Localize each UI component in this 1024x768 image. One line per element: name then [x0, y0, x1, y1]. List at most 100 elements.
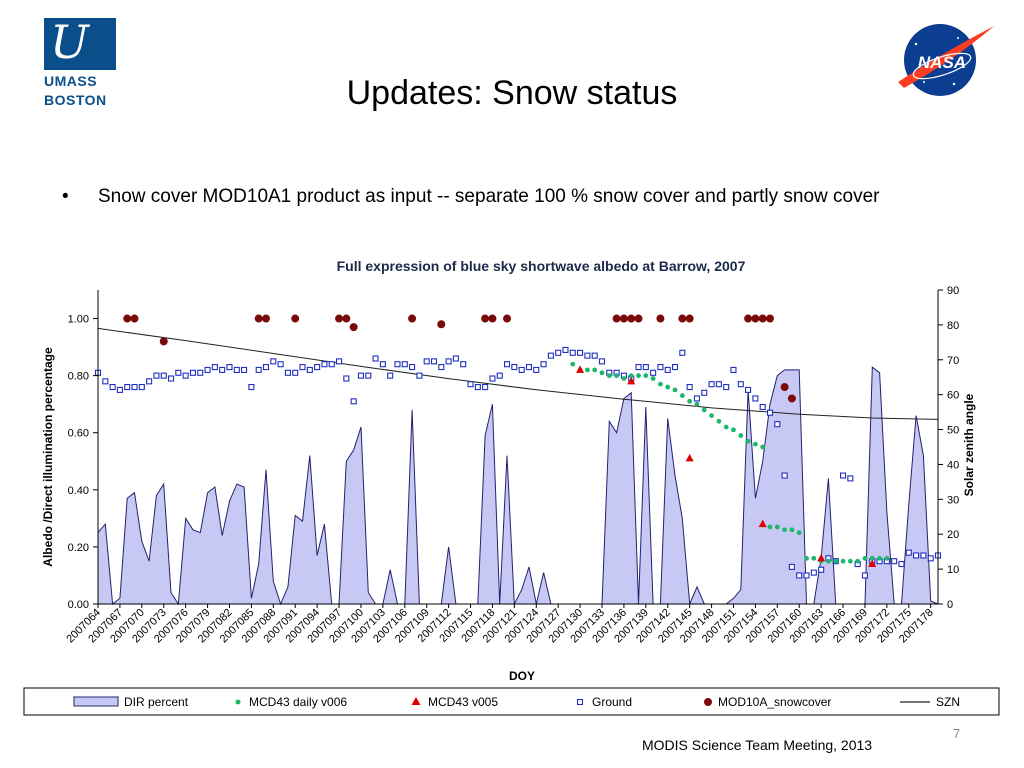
snowcover-point: [678, 314, 687, 323]
szn-line: [97, 327, 939, 420]
mcd43-daily-point: [782, 527, 788, 533]
ground-point: [803, 572, 810, 579]
ground-point: [810, 569, 817, 576]
ground-point: [445, 358, 452, 365]
ground-point: [861, 572, 869, 579]
y2-tick-label: 50: [947, 425, 959, 437]
snowcover-point: [627, 314, 636, 323]
snowcover-point: [408, 314, 417, 323]
snowcover-series: [123, 314, 796, 403]
mcd43-daily-point: [738, 433, 744, 438]
legend-label: SZN: [936, 695, 960, 709]
mcd43-daily-point: [679, 393, 685, 399]
page-number: 7: [953, 726, 961, 741]
ground-point: [540, 361, 547, 368]
ground-point: [482, 384, 489, 391]
ground-point: [131, 384, 138, 391]
mcd43-daily-point: [731, 427, 736, 433]
mcd43-daily-point: [658, 381, 663, 387]
y2-tick-label: 80: [947, 320, 959, 332]
ground-point: [372, 355, 379, 362]
ground-point: [555, 349, 562, 356]
ground-point: [416, 372, 423, 379]
mcd43-v005-point: [868, 559, 877, 568]
ground-point: [241, 366, 248, 373]
snowcover-point: [159, 337, 168, 346]
ground-point: [796, 572, 803, 579]
mcd43-daily-point: [869, 555, 875, 561]
ground-point: [146, 378, 153, 385]
umass-boston-logo: U UMASS BOSTON: [44, 15, 116, 108]
ground-point: [708, 381, 715, 388]
ground-point: [474, 384, 481, 391]
mcd43-daily-point: [847, 558, 853, 564]
ground-point: [518, 366, 525, 373]
ground-point: [226, 364, 233, 371]
snowcover-point: [634, 314, 643, 323]
mcd43-daily-point: [884, 555, 890, 561]
mcd43-daily-point: [804, 555, 809, 561]
ground-point: [598, 358, 606, 365]
ground-point: [547, 352, 554, 359]
snowcover-point: [130, 314, 139, 323]
snowcover-point: [254, 314, 263, 323]
ground-point: [920, 552, 927, 559]
ground-point: [766, 409, 774, 416]
ground-point: [102, 378, 109, 385]
mcd43-daily-point: [672, 387, 678, 393]
ground-point: [847, 475, 854, 482]
ground-point: [664, 366, 671, 373]
ground-point: [438, 364, 445, 371]
legend-label: DIR percent: [124, 695, 189, 709]
mcd43-daily-point: [760, 444, 766, 450]
ground-point: [350, 398, 357, 405]
ground-point: [774, 421, 781, 428]
y-tick-label: 1.00: [68, 314, 89, 326]
y2-axis-label: Solar zenith angle: [962, 393, 976, 496]
ground-point: [314, 364, 321, 371]
ground-point: [635, 364, 642, 371]
ground-point: [292, 369, 299, 376]
ground-point: [671, 364, 679, 371]
snowcover-point: [766, 314, 774, 323]
ground-point: [138, 384, 145, 391]
umass-logo-text-line1: UMASS: [44, 73, 98, 89]
legend-box: [23, 687, 1000, 716]
mcd43-daily-point: [592, 367, 598, 373]
nasa-logo: NASA: [898, 24, 994, 96]
ground-point: [781, 472, 788, 479]
ground-point: [175, 369, 182, 376]
y2-tick-label: 40: [947, 459, 959, 471]
ground-point: [124, 384, 131, 391]
ground-point: [197, 369, 204, 376]
legend-swatch-snowcover: [704, 698, 712, 706]
legend-label: MCD43 daily v006: [249, 695, 347, 709]
mcd43-daily-point: [650, 376, 656, 381]
legend-label: MCD43 v005: [428, 695, 498, 709]
mcd43-daily-point: [877, 555, 882, 561]
snowcover-point: [488, 314, 497, 323]
ground-point: [730, 366, 737, 373]
ground-point: [584, 352, 591, 359]
mcd43-v005-point: [817, 553, 826, 562]
ground-point: [321, 361, 328, 368]
ground-point: [788, 563, 795, 570]
mcd43-daily-point: [636, 373, 641, 379]
mcd43-daily-point: [855, 558, 861, 564]
ground-point: [489, 375, 496, 382]
snowcover-point: [349, 323, 358, 332]
y-tick-label: 0.40: [68, 485, 89, 497]
mcd43-daily-point: [687, 398, 693, 404]
ground-point: [591, 352, 598, 359]
ground-point: [343, 375, 350, 382]
mcd43-daily-point: [643, 373, 649, 379]
mcd43-daily-point: [752, 441, 758, 447]
mcd43-daily-point: [745, 438, 751, 444]
mcd43-daily-point: [811, 555, 817, 561]
umass-logo-mark: U: [44, 15, 116, 70]
ground-point: [511, 364, 518, 371]
mcd43-v005-point: [576, 365, 585, 373]
ground-point: [467, 381, 474, 388]
ground-point: [650, 369, 657, 376]
ground-point: [752, 395, 759, 402]
